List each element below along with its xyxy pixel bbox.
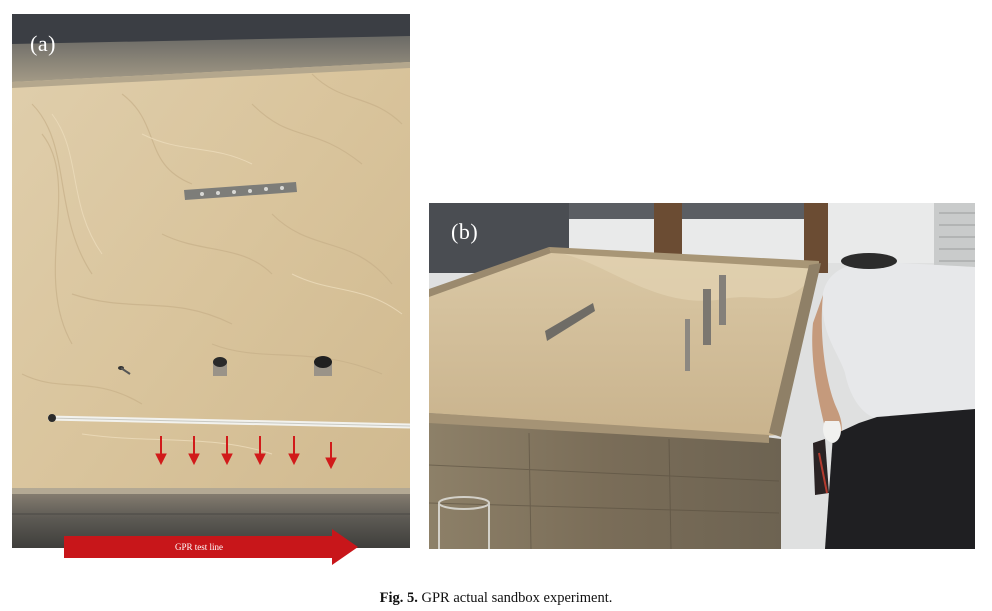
figure-caption: Fig. 5. GPR actual sandbox experiment.	[0, 590, 992, 607]
photo-sandbox-top-view	[12, 14, 410, 548]
caption-label: Fig. 5.	[379, 590, 418, 606]
caption-text: GPR actual sandbox experiment.	[421, 590, 613, 606]
panel-a-label: (a)	[30, 31, 56, 56]
target-marker-arrows	[155, 436, 337, 470]
photo-sandbox-side-view	[429, 203, 975, 549]
gpr-test-line-arrow: GPR test line	[64, 529, 358, 565]
gpr-test-line-label: GPR test line	[174, 542, 223, 552]
panel-b-label: (b)	[451, 219, 479, 244]
